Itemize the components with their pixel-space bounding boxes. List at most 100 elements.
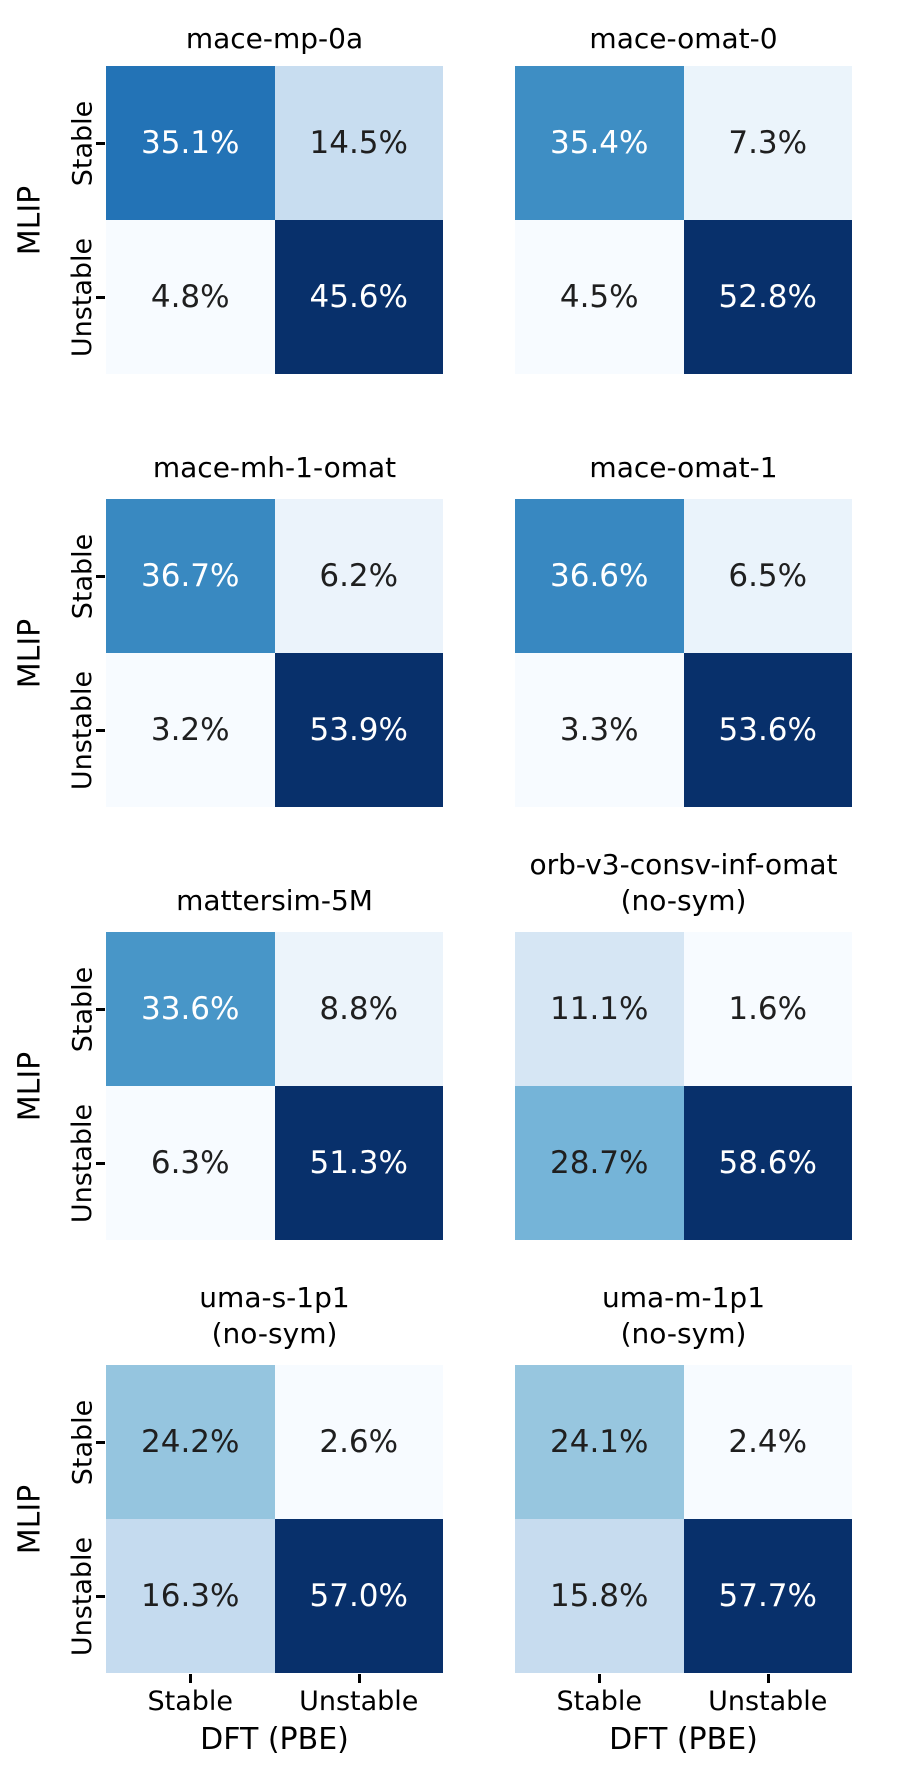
title-area: mattersim-5M — [106, 807, 443, 932]
x-axis-label: DFT (PBE) — [609, 1722, 758, 1757]
x-tick-label-stable: Stable — [147, 1686, 234, 1717]
subplot-title: mace-omat-0 — [589, 22, 778, 55]
matrix-cell-unstable-stable: 16.3% — [106, 1519, 275, 1673]
matrix-cell-stable-stable: 36.6% — [515, 499, 684, 653]
heatmap-uma-m-1p1: 24.1% 2.4% 15.8% 57.7% — [515, 1365, 852, 1683]
subplot-orb-v3-consv-inf-omat: orb-v3-consv-inf-omat (no-sym) 11.1% 1.6… — [515, 807, 852, 1240]
subplot-mace-mh-1-omat: mace-mh-1-omat MLIP Stable Unstable 36.7… — [0, 374, 443, 807]
matrix-cell-unstable-unstable: 53.6% — [683, 653, 852, 807]
y-axis-label-column: MLIP — [0, 1365, 60, 1673]
matrix-cell-unstable-unstable: 51.3% — [274, 1086, 443, 1240]
y-tick-mark — [96, 1595, 105, 1598]
x-tick-label-unstable: Unstable — [299, 1686, 419, 1717]
y-axis-label-column: MLIP — [0, 499, 60, 807]
title-area: uma-s-1p1 (no-sym) — [106, 1240, 443, 1365]
matrix-cell-stable-unstable: 2.4% — [683, 1365, 852, 1519]
y-tick-column: Stable Unstable — [60, 932, 106, 1240]
subplot-title: orb-v3-consv-inf-omat — [529, 848, 838, 881]
heatmap-mace-omat-1: 36.6% 6.5% 3.3% 53.6% — [515, 499, 852, 807]
matrix-cell-stable-unstable: 6.5% — [683, 499, 852, 653]
y-axis-label-column: MLIP — [0, 66, 60, 374]
y-axis-label: MLIP — [12, 185, 48, 255]
y-axis-label: MLIP — [12, 618, 48, 688]
subplot-mattersim-5m: mattersim-5M MLIP Stable Unstable 33.6% … — [0, 807, 443, 1240]
x-axis: Stable Unstable DFT (PBE) — [515, 1687, 852, 1758]
plot-area: 36.6% 6.5% 3.3% 53.6% — [515, 499, 852, 807]
x-tick-mark — [598, 1674, 602, 1683]
y-tick-column: Stable Unstable — [60, 1365, 106, 1673]
x-tick-label-stable: Stable — [556, 1686, 643, 1717]
y-tick-mark — [96, 575, 105, 578]
matrix-cell-stable-unstable: 14.5% — [274, 66, 443, 220]
y-axis-label-column: MLIP — [0, 932, 60, 1240]
subplot-mace-mp-0a: mace-mp-0a MLIP Stable Unstable 35.1% 14… — [0, 10, 443, 374]
matrix-cell-unstable-stable: 4.5% — [515, 220, 684, 374]
matrix-cell-unstable-unstable: 45.6% — [274, 220, 443, 374]
x-tick-label-unstable: Unstable — [708, 1686, 828, 1717]
matrix-cell-stable-unstable: 2.6% — [274, 1365, 443, 1519]
heatmap-orb-v3-consv-inf-omat: 11.1% 1.6% 28.7% 58.6% — [515, 932, 852, 1240]
matrix-cell-unstable-stable: 28.7% — [515, 1086, 684, 1240]
matrix-cell-stable-stable: 36.7% — [106, 499, 275, 653]
figure-row-2: mace-mh-1-omat MLIP Stable Unstable 36.7… — [0, 374, 897, 807]
matrix-cell-stable-stable: 33.6% — [106, 932, 275, 1086]
heatmap-mace-omat-0: 35.4% 7.3% 4.5% 52.8% — [515, 66, 852, 374]
subplot-title: mace-mh-1-omat — [152, 451, 397, 484]
plot-area: MLIP Stable Unstable 35.1% 14.5% 4.8% 45… — [0, 66, 443, 374]
y-tick-mark — [96, 729, 105, 732]
y-tick-label-stable: Stable — [67, 100, 99, 186]
y-tick-label-stable: Stable — [67, 533, 99, 619]
y-axis-label: MLIP — [12, 1484, 48, 1554]
y-tick-mark — [96, 1162, 105, 1165]
subplot-mace-omat-1: mace-omat-1 36.6% 6.5% 3.3% 53.6% — [515, 374, 852, 807]
y-tick-label-unstable: Unstable — [67, 670, 99, 790]
subplot-title: uma-s-1p1 — [199, 1281, 350, 1314]
title-area: mace-omat-0 — [515, 10, 852, 66]
matrix-cell-unstable-unstable: 57.0% — [274, 1519, 443, 1673]
x-tick-mark — [357, 1674, 361, 1683]
matrix-cell-stable-unstable: 8.8% — [274, 932, 443, 1086]
matrix-cell-stable-stable: 24.1% — [515, 1365, 684, 1519]
title-area: orb-v3-consv-inf-omat (no-sym) — [515, 807, 852, 932]
matrix-cell-stable-stable: 24.2% — [106, 1365, 275, 1519]
matrix-cell-stable-stable: 35.4% — [515, 66, 684, 220]
matrix-cell-unstable-stable: 15.8% — [515, 1519, 684, 1673]
matrix-cell-stable-unstable: 7.3% — [683, 66, 852, 220]
subplot-uma-s-1p1: uma-s-1p1 (no-sym) MLIP Stable Unstable … — [0, 1240, 443, 1758]
heatmap-mace-mp-0a: 35.1% 14.5% 4.8% 45.6% — [96, 66, 443, 374]
subplot-uma-m-1p1: uma-m-1p1 (no-sym) 24.1% 2.4% 15.8% 57.7… — [515, 1240, 852, 1758]
heatmap-mattersim-5m: 33.6% 8.8% 6.3% 51.3% — [96, 932, 443, 1240]
subplot-subtitle: (no-sym) — [620, 884, 747, 917]
plot-area: 11.1% 1.6% 28.7% 58.6% — [515, 932, 852, 1240]
matrix-cell-unstable-stable: 4.8% — [106, 220, 275, 374]
y-tick-mark — [96, 1441, 105, 1444]
matrix-cell-stable-stable: 35.1% — [106, 66, 275, 220]
x-tick-mark — [189, 1674, 193, 1683]
heatmap-uma-s-1p1: 24.2% 2.6% 16.3% 57.0% — [96, 1365, 443, 1683]
matrix-cell-unstable-stable: 3.3% — [515, 653, 684, 807]
y-tick-column: Stable Unstable — [60, 499, 106, 807]
y-tick-label-unstable: Unstable — [67, 1536, 99, 1656]
x-axis-label: DFT (PBE) — [200, 1722, 349, 1757]
matrix-cell-unstable-unstable: 52.8% — [683, 220, 852, 374]
subplot-title: mattersim-5M — [176, 884, 373, 917]
figure-row-4: uma-s-1p1 (no-sym) MLIP Stable Unstable … — [0, 1240, 897, 1758]
title-area: mace-omat-1 — [515, 374, 852, 499]
title-area: mace-mh-1-omat — [106, 374, 443, 499]
plot-area: MLIP Stable Unstable 33.6% 8.8% 6.3% 51.… — [0, 932, 443, 1240]
heatmap-mace-mh-1-omat: 36.7% 6.2% 3.2% 53.9% — [96, 499, 443, 807]
plot-area: 35.4% 7.3% 4.5% 52.8% — [515, 66, 852, 374]
y-tick-mark — [96, 142, 105, 145]
matrix-cell-unstable-unstable: 58.6% — [683, 1086, 852, 1240]
matrix-cell-unstable-stable: 3.2% — [106, 653, 275, 807]
subplot-title: uma-m-1p1 — [601, 1281, 766, 1314]
x-tick-labels: Stable Unstable — [106, 1687, 443, 1717]
y-tick-label-stable: Stable — [67, 966, 99, 1052]
y-tick-mark — [96, 296, 105, 299]
y-axis-label: MLIP — [12, 1051, 48, 1121]
y-tick-label-unstable: Unstable — [67, 1103, 99, 1223]
plot-area: MLIP Stable Unstable 24.2% 2.6% 16.3% 57… — [0, 1365, 443, 1683]
title-area: mace-mp-0a — [106, 10, 443, 66]
y-tick-label-unstable: Unstable — [67, 237, 99, 357]
